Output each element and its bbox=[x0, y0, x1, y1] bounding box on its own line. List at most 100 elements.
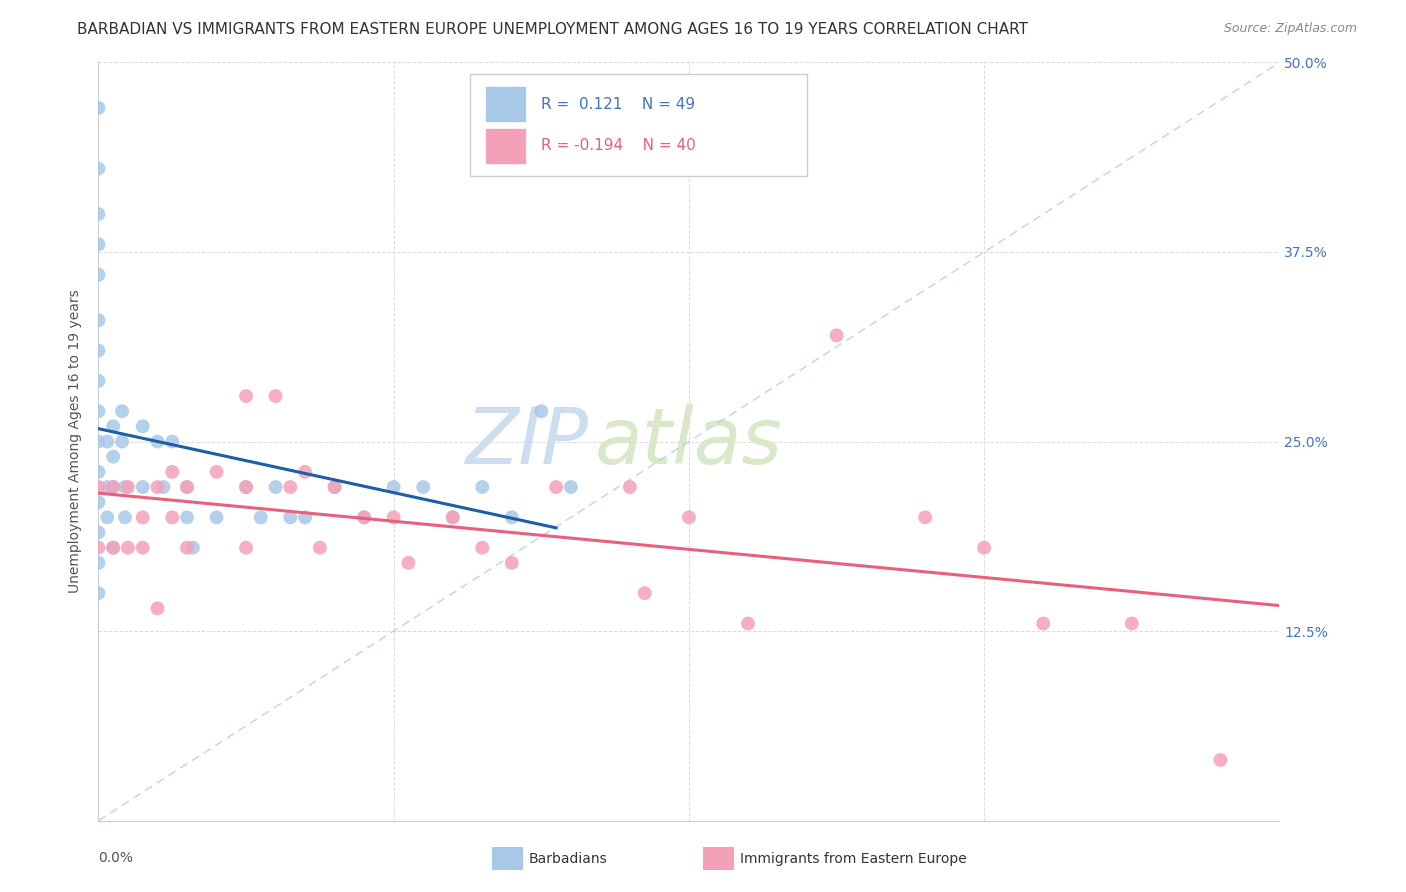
Point bbox=[87, 207, 110, 221]
Point bbox=[87, 374, 110, 388]
Text: Barbadians: Barbadians bbox=[529, 852, 607, 866]
Point bbox=[87, 586, 110, 600]
Point bbox=[96, 434, 118, 449]
Text: R =  0.121    N = 49: R = 0.121 N = 49 bbox=[541, 96, 696, 112]
Point bbox=[87, 343, 110, 358]
Point bbox=[146, 480, 169, 494]
Point bbox=[176, 480, 198, 494]
Point bbox=[132, 510, 155, 524]
Point bbox=[412, 480, 434, 494]
Point bbox=[353, 510, 375, 524]
Point bbox=[235, 480, 257, 494]
Point bbox=[103, 541, 125, 555]
Point bbox=[471, 541, 494, 555]
Point bbox=[294, 465, 316, 479]
Point bbox=[382, 510, 405, 524]
Point bbox=[825, 328, 848, 343]
Point bbox=[501, 510, 523, 524]
Point bbox=[162, 510, 183, 524]
Point bbox=[471, 480, 494, 494]
Point bbox=[87, 268, 110, 282]
Point bbox=[152, 480, 174, 494]
Point bbox=[914, 510, 936, 524]
Point bbox=[294, 510, 316, 524]
Point bbox=[619, 480, 641, 494]
Point bbox=[530, 404, 553, 418]
Point bbox=[205, 465, 228, 479]
Point bbox=[235, 389, 257, 403]
Point bbox=[250, 510, 273, 524]
Point bbox=[87, 161, 110, 176]
Point bbox=[87, 465, 110, 479]
Point bbox=[87, 434, 110, 449]
Text: Source: ZipAtlas.com: Source: ZipAtlas.com bbox=[1223, 22, 1357, 36]
Point bbox=[132, 480, 155, 494]
Point bbox=[264, 389, 287, 403]
Point bbox=[382, 480, 405, 494]
Point bbox=[398, 556, 420, 570]
Point bbox=[560, 480, 582, 494]
Point bbox=[132, 419, 155, 434]
Point bbox=[973, 541, 995, 555]
Point bbox=[205, 510, 228, 524]
Point bbox=[87, 237, 110, 252]
Point bbox=[441, 510, 464, 524]
Point bbox=[87, 556, 110, 570]
Point bbox=[546, 480, 568, 494]
Point bbox=[132, 541, 155, 555]
Point bbox=[114, 480, 136, 494]
Point bbox=[280, 510, 302, 524]
Point bbox=[1121, 616, 1143, 631]
Text: Immigrants from Eastern Europe: Immigrants from Eastern Europe bbox=[740, 852, 966, 866]
Point bbox=[87, 541, 110, 555]
Point bbox=[176, 480, 198, 494]
Point bbox=[96, 510, 118, 524]
Point bbox=[737, 616, 759, 631]
Point bbox=[111, 434, 134, 449]
Point bbox=[117, 480, 139, 494]
Text: BARBADIAN VS IMMIGRANTS FROM EASTERN EUROPE UNEMPLOYMENT AMONG AGES 16 TO 19 YEA: BARBADIAN VS IMMIGRANTS FROM EASTERN EUR… bbox=[77, 22, 1028, 37]
Y-axis label: Unemployment Among Ages 16 to 19 years: Unemployment Among Ages 16 to 19 years bbox=[69, 290, 83, 593]
Point bbox=[87, 495, 110, 509]
Point bbox=[117, 541, 139, 555]
Point bbox=[87, 404, 110, 418]
Point bbox=[176, 541, 198, 555]
Point bbox=[96, 480, 118, 494]
Point bbox=[264, 480, 287, 494]
Point bbox=[501, 556, 523, 570]
Text: 0.0%: 0.0% bbox=[98, 851, 134, 865]
Point bbox=[103, 480, 125, 494]
Point bbox=[103, 450, 125, 464]
Point bbox=[1209, 753, 1232, 767]
Point bbox=[103, 541, 125, 555]
Point bbox=[280, 480, 302, 494]
Point bbox=[634, 586, 657, 600]
Point bbox=[162, 434, 183, 449]
Point bbox=[162, 465, 183, 479]
Point bbox=[87, 480, 110, 494]
Point bbox=[87, 101, 110, 115]
Point bbox=[353, 510, 375, 524]
Point bbox=[181, 541, 204, 555]
Point bbox=[323, 480, 346, 494]
Point bbox=[323, 480, 346, 494]
Point bbox=[235, 480, 257, 494]
Point bbox=[309, 541, 332, 555]
Point bbox=[87, 525, 110, 540]
FancyBboxPatch shape bbox=[471, 74, 807, 177]
Point bbox=[176, 510, 198, 524]
Point bbox=[235, 541, 257, 555]
Point bbox=[111, 404, 134, 418]
Point bbox=[114, 510, 136, 524]
Point bbox=[87, 313, 110, 327]
Point bbox=[103, 419, 125, 434]
Text: R = -0.194    N = 40: R = -0.194 N = 40 bbox=[541, 138, 696, 153]
Text: atlas: atlas bbox=[595, 403, 782, 480]
FancyBboxPatch shape bbox=[485, 128, 526, 164]
Point bbox=[678, 510, 700, 524]
FancyBboxPatch shape bbox=[485, 86, 526, 122]
Text: ZIP: ZIP bbox=[465, 403, 589, 480]
Point bbox=[441, 510, 464, 524]
Point bbox=[103, 480, 125, 494]
Point bbox=[1032, 616, 1054, 631]
